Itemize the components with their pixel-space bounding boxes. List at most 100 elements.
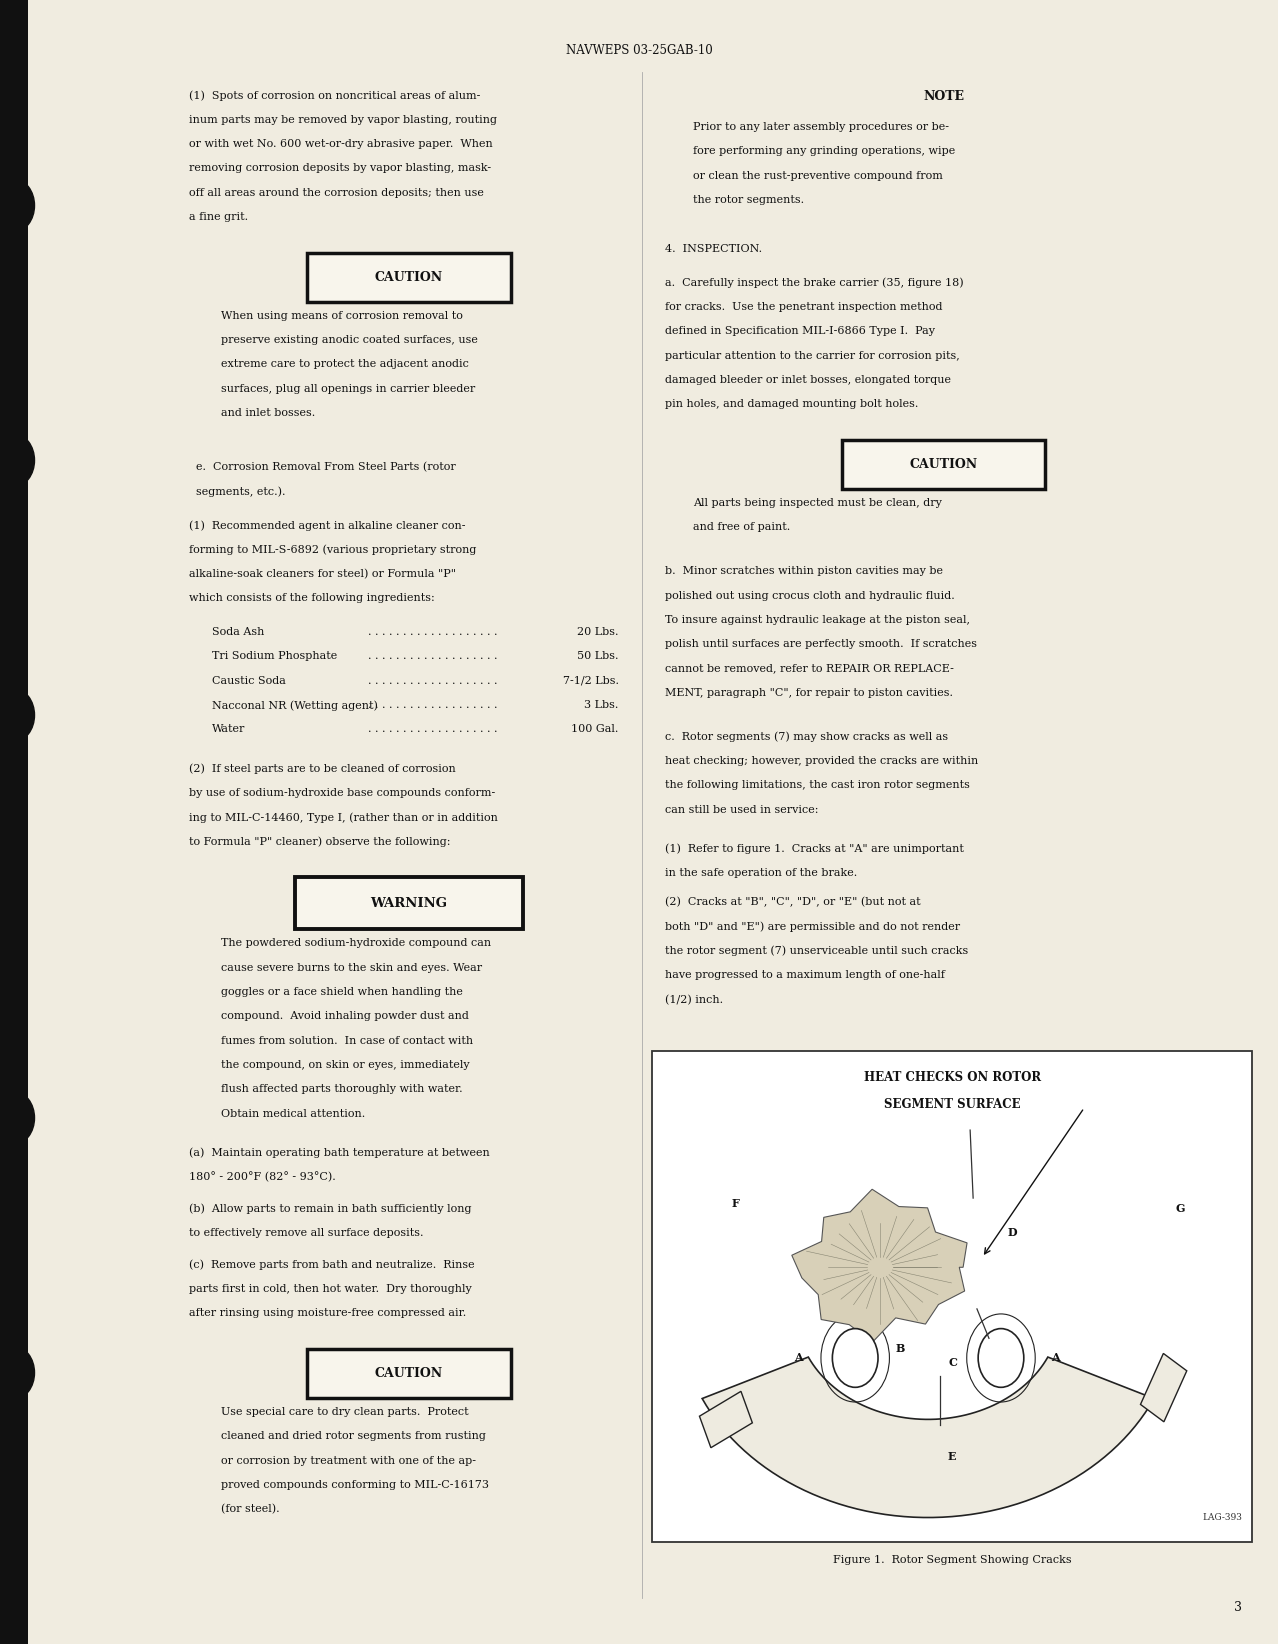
FancyBboxPatch shape <box>307 1348 510 1397</box>
Text: the rotor segment (7) unserviceable until such cracks: the rotor segment (7) unserviceable unti… <box>665 945 967 957</box>
Text: CAUTION: CAUTION <box>910 459 978 472</box>
Text: (c)  Remove parts from bath and neutralize.  Rinse: (c) Remove parts from bath and neutraliz… <box>189 1259 474 1271</box>
Bar <box>1140 1353 1187 1422</box>
Text: E: E <box>948 1450 956 1462</box>
Text: NOTE: NOTE <box>923 90 965 104</box>
Text: (2)  Cracks at "B", "C", "D", or "E" (but not at: (2) Cracks at "B", "C", "D", or "E" (but… <box>665 898 920 907</box>
Text: 50 Lbs.: 50 Lbs. <box>578 651 619 661</box>
Text: proved compounds conforming to MIL-C-16173: proved compounds conforming to MIL-C-161… <box>221 1480 489 1489</box>
Circle shape <box>0 434 35 487</box>
Text: SEGMENT SURFACE: SEGMENT SURFACE <box>884 1098 1020 1111</box>
Text: Tri Sodium Phosphate: Tri Sodium Phosphate <box>212 651 337 661</box>
FancyBboxPatch shape <box>842 441 1045 490</box>
Text: b.  Minor scratches within piston cavities may be: b. Minor scratches within piston cavitie… <box>665 566 943 577</box>
Text: 180° - 200°F (82° - 93°C).: 180° - 200°F (82° - 93°C). <box>189 1172 336 1182</box>
Text: forming to MIL-S-6892 (various proprietary strong: forming to MIL-S-6892 (various proprieta… <box>189 544 477 556</box>
Text: a fine grit.: a fine grit. <box>189 212 248 222</box>
Text: . . . . . . . . . . . . . . . . . . .: . . . . . . . . . . . . . . . . . . . <box>368 626 497 638</box>
Text: C: C <box>948 1358 957 1368</box>
Text: preserve existing anodic coated surfaces, use: preserve existing anodic coated surfaces… <box>221 335 478 345</box>
Text: The powdered sodium-hydroxide compound can: The powdered sodium-hydroxide compound c… <box>221 939 491 949</box>
Text: A: A <box>794 1353 803 1363</box>
Circle shape <box>0 179 35 232</box>
Text: F: F <box>732 1198 740 1208</box>
Text: Caustic Soda: Caustic Soda <box>212 676 286 686</box>
Text: compound.  Avoid inhaling powder dust and: compound. Avoid inhaling powder dust and <box>221 1011 469 1021</box>
Text: D: D <box>1007 1228 1017 1238</box>
Text: (1)  Recommended agent in alkaline cleaner con-: (1) Recommended agent in alkaline cleane… <box>189 520 465 531</box>
Text: LAG-393: LAG-393 <box>1203 1514 1242 1522</box>
Polygon shape <box>702 1356 1154 1517</box>
Bar <box>699 1391 753 1448</box>
Text: heat checking; however, provided the cracks are within: heat checking; however, provided the cra… <box>665 756 978 766</box>
Text: (2)  If steel parts are to be cleaned of corrosion: (2) If steel parts are to be cleaned of … <box>189 763 456 774</box>
Text: 7-1/2 Lbs.: 7-1/2 Lbs. <box>562 676 619 686</box>
Text: 4.  INSPECTION.: 4. INSPECTION. <box>665 243 762 253</box>
Text: particular attention to the carrier for corrosion pits,: particular attention to the carrier for … <box>665 350 960 360</box>
Polygon shape <box>792 1189 967 1342</box>
Text: fore performing any grinding operations, wipe: fore performing any grinding operations,… <box>693 146 955 156</box>
Text: (1)  Refer to figure 1.  Cracks at "A" are unimportant: (1) Refer to figure 1. Cracks at "A" are… <box>665 843 964 855</box>
Text: Water: Water <box>212 725 245 735</box>
Text: removing corrosion deposits by vapor blasting, mask-: removing corrosion deposits by vapor bla… <box>189 163 491 173</box>
Text: in the safe operation of the brake.: in the safe operation of the brake. <box>665 868 856 878</box>
Text: the compound, on skin or eyes, immediately: the compound, on skin or eyes, immediate… <box>221 1060 470 1070</box>
Text: NAVWEPS 03-25GAB-10: NAVWEPS 03-25GAB-10 <box>566 44 712 58</box>
Text: segments, etc.).: segments, etc.). <box>196 487 285 496</box>
Text: . . . . . . . . . . . . . . . . . . .: . . . . . . . . . . . . . . . . . . . <box>368 725 497 735</box>
Text: alkaline-soak cleaners for steel) or Formula "P": alkaline-soak cleaners for steel) or For… <box>189 569 456 579</box>
Circle shape <box>0 689 35 741</box>
Text: All parts being inspected must be clean, dry: All parts being inspected must be clean,… <box>693 498 942 508</box>
Text: off all areas around the corrosion deposits; then use: off all areas around the corrosion depos… <box>189 187 484 197</box>
Text: after rinsing using moisture-free compressed air.: after rinsing using moisture-free compre… <box>189 1309 466 1318</box>
Text: cannot be removed, refer to REPAIR OR REPLACE-: cannot be removed, refer to REPAIR OR RE… <box>665 664 953 674</box>
Text: flush affected parts thoroughly with water.: flush affected parts thoroughly with wat… <box>221 1085 463 1095</box>
FancyBboxPatch shape <box>652 1052 1252 1542</box>
Text: for cracks.  Use the penetrant inspection method: for cracks. Use the penetrant inspection… <box>665 302 942 312</box>
Text: to effectively remove all surface deposits.: to effectively remove all surface deposi… <box>189 1228 423 1238</box>
Text: both "D" and "E") are permissible and do not render: both "D" and "E") are permissible and do… <box>665 922 960 932</box>
Text: the following limitations, the cast iron rotor segments: the following limitations, the cast iron… <box>665 781 970 791</box>
Text: defined in Specification MIL-I-6866 Type I.  Pay: defined in Specification MIL-I-6866 Type… <box>665 327 934 337</box>
Text: (1/2) inch.: (1/2) inch. <box>665 995 722 1004</box>
Circle shape <box>978 1328 1024 1388</box>
Text: CAUTION: CAUTION <box>374 271 443 284</box>
Text: fumes from solution.  In case of contact with: fumes from solution. In case of contact … <box>221 1036 473 1046</box>
Text: . . . . . . . . . . . . . . . . . . .: . . . . . . . . . . . . . . . . . . . <box>368 676 497 686</box>
Text: which consists of the following ingredients:: which consists of the following ingredie… <box>189 593 435 603</box>
Text: cause severe burns to the skin and eyes. Wear: cause severe burns to the skin and eyes.… <box>221 963 482 973</box>
FancyBboxPatch shape <box>307 253 510 302</box>
Text: ing to MIL-C-14460, Type I, (rather than or in addition: ing to MIL-C-14460, Type I, (rather than… <box>189 812 498 822</box>
Text: e.  Corrosion Removal From Steel Parts (rotor: e. Corrosion Removal From Steel Parts (r… <box>196 462 455 472</box>
Text: Figure 1.  Rotor Segment Showing Cracks: Figure 1. Rotor Segment Showing Cracks <box>833 1555 1071 1565</box>
Text: polish until surfaces are perfectly smooth.  If scratches: polish until surfaces are perfectly smoo… <box>665 640 976 649</box>
Text: When using means of corrosion removal to: When using means of corrosion removal to <box>221 311 463 321</box>
Text: polished out using crocus cloth and hydraulic fluid.: polished out using crocus cloth and hydr… <box>665 590 955 600</box>
Circle shape <box>0 1346 35 1399</box>
Text: or corrosion by treatment with one of the ap-: or corrosion by treatment with one of th… <box>221 1455 477 1465</box>
Circle shape <box>832 1328 878 1388</box>
Text: inum parts may be removed by vapor blasting, routing: inum parts may be removed by vapor blast… <box>189 115 497 125</box>
Bar <box>0 0 28 1644</box>
Text: Soda Ash: Soda Ash <box>212 626 265 638</box>
Text: 100 Gal.: 100 Gal. <box>571 725 619 735</box>
Text: Obtain medical attention.: Obtain medical attention. <box>221 1108 366 1118</box>
Text: goggles or a face shield when handling the: goggles or a face shield when handling t… <box>221 986 463 996</box>
Text: cleaned and dried rotor segments from rusting: cleaned and dried rotor segments from ru… <box>221 1432 486 1442</box>
Text: pin holes, and damaged mounting bolt holes.: pin holes, and damaged mounting bolt hol… <box>665 399 918 409</box>
Text: damaged bleeder or inlet bosses, elongated torque: damaged bleeder or inlet bosses, elongat… <box>665 375 951 385</box>
Text: parts first in cold, then hot water.  Dry thoroughly: parts first in cold, then hot water. Dry… <box>189 1284 472 1294</box>
Text: MENT, paragraph "C", for repair to piston cavities.: MENT, paragraph "C", for repair to pisto… <box>665 687 952 699</box>
Text: . . . . . . . . . . . . . . . . . . .: . . . . . . . . . . . . . . . . . . . <box>368 651 497 661</box>
Text: can still be used in service:: can still be used in service: <box>665 804 818 815</box>
Text: CAUTION: CAUTION <box>374 1366 443 1379</box>
Text: (1)  Spots of corrosion on noncritical areas of alum-: (1) Spots of corrosion on noncritical ar… <box>189 90 481 100</box>
Text: a.  Carefully inspect the brake carrier (35, figure 18): a. Carefully inspect the brake carrier (… <box>665 278 964 288</box>
Text: 3: 3 <box>1235 1601 1242 1614</box>
Text: Use special care to dry clean parts.  Protect: Use special care to dry clean parts. Pro… <box>221 1407 469 1417</box>
Text: by use of sodium-hydroxide base compounds conform-: by use of sodium-hydroxide base compound… <box>189 787 496 797</box>
Text: B: B <box>896 1343 905 1353</box>
Text: or with wet No. 600 wet-or-dry abrasive paper.  When: or with wet No. 600 wet-or-dry abrasive … <box>189 140 493 150</box>
Text: (b)  Allow parts to remain in bath sufficiently long: (b) Allow parts to remain in bath suffic… <box>189 1203 472 1215</box>
Text: To insure against hydraulic leakage at the piston seal,: To insure against hydraulic leakage at t… <box>665 615 970 625</box>
